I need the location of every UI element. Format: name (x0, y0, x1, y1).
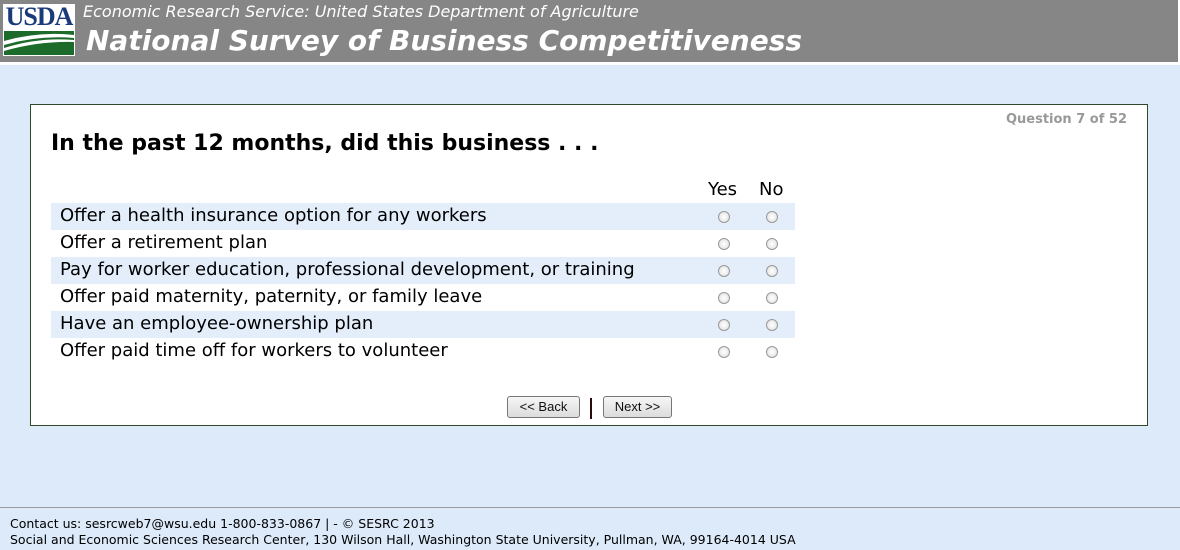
radio-no[interactable] (766, 211, 778, 223)
radio-yes[interactable] (718, 346, 730, 358)
grid-row: Offer a retirement plan (51, 230, 795, 257)
footer-address: Social and Economic Sciences Research Ce… (10, 532, 796, 547)
radio-no[interactable] (766, 319, 778, 331)
question-counter: Question 7 of 52 (1005, 112, 1127, 127)
question-title: In the past 12 months, did this business… (51, 131, 599, 156)
back-button[interactable]: << Back (507, 396, 580, 418)
header-subtitle: Economic Research Service: United States… (83, 2, 639, 21)
radio-yes[interactable] (718, 265, 730, 277)
radio-no[interactable] (766, 346, 778, 358)
page-title: National Survey of Business Competitiven… (86, 24, 803, 57)
column-header-no: No (759, 179, 784, 200)
question-card: Question 7 of 52 In the past 12 months, … (30, 104, 1148, 426)
grid-row: Offer paid time off for workers to volun… (51, 338, 795, 365)
usda-logo: USDA (3, 4, 75, 56)
header: USDA Economic Research Service: United S… (0, 0, 1180, 62)
next-button[interactable]: Next >> (603, 396, 672, 418)
radio-no[interactable] (766, 265, 778, 277)
footer-contact: Contact us: sesrcweb7@wsu.edu 1-800-833-… (10, 516, 435, 531)
radio-yes[interactable] (718, 319, 730, 331)
row-label: Offer a retirement plan (60, 232, 268, 253)
row-label: Offer a health insurance option for any … (60, 205, 487, 226)
header-divider (0, 62, 1180, 65)
question-grid: Offer a health insurance option for any … (51, 203, 795, 365)
row-label: Offer paid time off for workers to volun… (60, 340, 448, 361)
usda-field-icon (4, 33, 74, 51)
radio-yes[interactable] (718, 211, 730, 223)
row-label: Pay for worker education, professional d… (60, 259, 635, 280)
grid-row: Offer a health insurance option for any … (51, 203, 795, 230)
usda-logo-text: USDA (5, 2, 74, 31)
column-header-yes: Yes (708, 179, 738, 200)
radio-yes[interactable] (718, 292, 730, 304)
footer: Contact us: sesrcweb7@wsu.edu 1-800-833-… (10, 516, 796, 548)
radio-no[interactable] (766, 238, 778, 250)
nav-separator (590, 398, 592, 419)
grid-row: Pay for worker education, professional d… (51, 257, 795, 284)
grid-row: Have an employee-ownership plan (51, 311, 795, 338)
radio-yes[interactable] (718, 238, 730, 250)
row-label: Have an employee-ownership plan (60, 313, 374, 334)
footer-divider (0, 507, 1180, 508)
row-label: Offer paid maternity, paternity, or fami… (60, 286, 483, 307)
grid-row: Offer paid maternity, paternity, or fami… (51, 284, 795, 311)
radio-no[interactable] (766, 292, 778, 304)
